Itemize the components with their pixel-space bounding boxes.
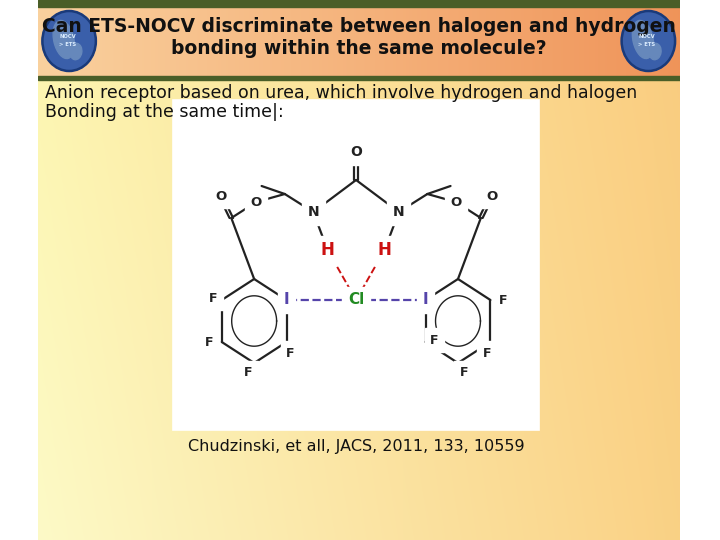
Bar: [38, 0, 680, 7]
Circle shape: [621, 11, 675, 71]
Ellipse shape: [632, 21, 654, 58]
Text: F: F: [243, 366, 252, 379]
Text: F: F: [205, 335, 214, 348]
Text: Chudzinski, et all, JACS, 2011, 133, 10559: Chudzinski, et all, JACS, 2011, 133, 105…: [188, 438, 524, 454]
Text: H: H: [320, 241, 335, 259]
Text: O: O: [215, 190, 226, 202]
Ellipse shape: [53, 21, 74, 58]
Text: H: H: [378, 241, 392, 259]
Text: NOCV: NOCV: [60, 34, 76, 39]
Circle shape: [42, 11, 96, 71]
Text: > ETS: > ETS: [639, 42, 656, 47]
Text: O: O: [450, 195, 462, 208]
Text: N: N: [307, 205, 319, 219]
Text: F: F: [460, 366, 469, 379]
Text: F: F: [430, 334, 438, 347]
Text: > ETS: > ETS: [59, 42, 76, 47]
Text: NOCV: NOCV: [639, 34, 655, 39]
Ellipse shape: [649, 43, 661, 60]
Text: Cl: Cl: [348, 293, 364, 307]
Text: O: O: [251, 195, 262, 208]
Text: bonding within the same molecule?: bonding within the same molecule?: [171, 38, 546, 57]
Text: Anion receptor based on urea, which involve hydrogen and halogen: Anion receptor based on urea, which invo…: [45, 84, 637, 102]
Text: F: F: [482, 347, 491, 360]
Text: N: N: [393, 205, 405, 219]
Text: F: F: [209, 292, 217, 305]
Text: Bonding at the same time|:: Bonding at the same time|:: [45, 103, 284, 121]
Text: O: O: [350, 145, 362, 159]
Text: I: I: [284, 293, 289, 307]
Text: Can ETS-NOCV discriminate between halogen and hydrogen: Can ETS-NOCV discriminate between haloge…: [42, 17, 675, 36]
Ellipse shape: [70, 43, 82, 60]
Bar: [38, 76, 680, 80]
Bar: [174, 100, 539, 430]
Text: F: F: [499, 294, 507, 307]
Text: O: O: [486, 190, 497, 202]
Text: F: F: [286, 347, 294, 360]
Text: I: I: [423, 293, 428, 307]
